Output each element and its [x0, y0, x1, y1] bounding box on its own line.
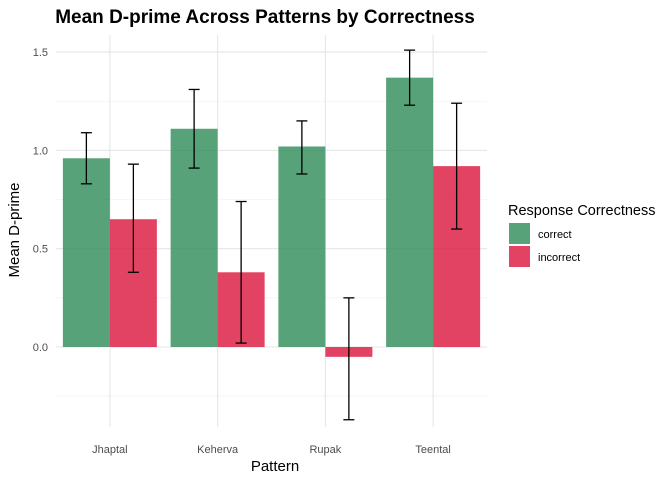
legend-key-correct — [509, 223, 530, 244]
bar-correct-teental — [386, 77, 434, 348]
legend-title: Response Correctness — [508, 203, 656, 219]
y-tick-label: 1.5 — [33, 47, 48, 59]
error-bars — [80, 49, 463, 421]
x-axis-title: Pattern — [251, 458, 299, 475]
error-bar — [404, 49, 416, 106]
bars — [62, 77, 481, 357]
legend: Response Correctness correct incorrect — [508, 203, 656, 267]
x-axis-ticks: Jhaptal Keherva Rupak Teental — [92, 444, 451, 456]
x-tick-label: Jhaptal — [92, 444, 127, 456]
legend-key-incorrect — [509, 246, 530, 267]
y-tick-label: 0.5 — [33, 244, 48, 256]
legend-items: correct incorrect — [509, 223, 580, 267]
error-bar — [80, 132, 92, 185]
x-tick-label: Rupak — [309, 444, 341, 456]
error-bar — [188, 88, 200, 169]
y-axis-title: Mean D-prime — [6, 182, 23, 277]
error-bar — [235, 200, 247, 344]
error-bar — [127, 163, 139, 273]
chart-title: Mean D-prime Across Patterns by Correctn… — [55, 7, 475, 28]
x-tick-label: Keherva — [197, 444, 239, 456]
y-tick-label: 1.0 — [33, 145, 48, 157]
legend-label-correct: correct — [538, 229, 572, 241]
error-bar — [296, 120, 308, 175]
error-bar — [451, 102, 463, 230]
x-tick-label: Teental — [415, 444, 450, 456]
y-tick-label: 0.0 — [33, 342, 48, 354]
legend-label-incorrect: incorrect — [538, 252, 580, 264]
y-axis-ticks: 0.0 0.5 1.0 1.5 — [33, 47, 48, 354]
error-bar — [343, 297, 355, 421]
bar-correct-rupak — [278, 146, 326, 347]
bar-correct-jhaptal — [62, 158, 110, 347]
